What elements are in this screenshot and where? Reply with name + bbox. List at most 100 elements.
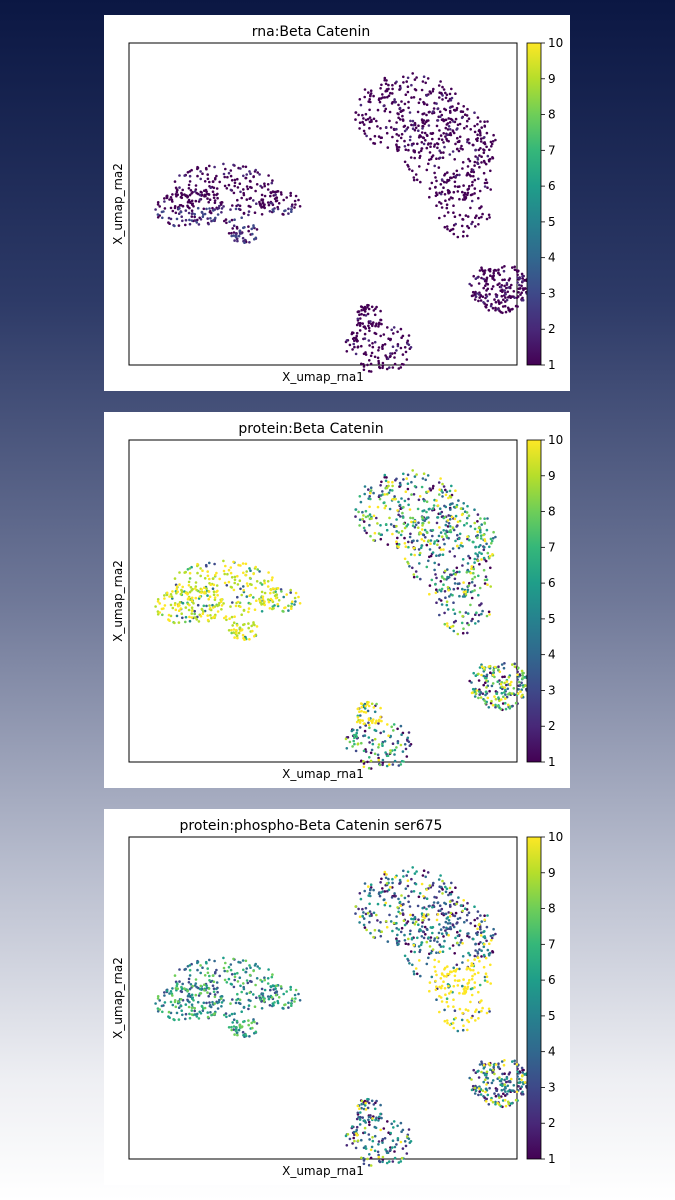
scatter-point [188, 964, 192, 967]
scatter-point [498, 670, 502, 674]
scatter-point [502, 666, 506, 670]
scatter-point [403, 139, 406, 143]
scatter-point [435, 102, 438, 105]
scatter-point [229, 208, 232, 211]
scatter-point [466, 140, 469, 144]
plot-area-frame [128, 836, 518, 1160]
scatter-point [477, 1093, 480, 1097]
scatter-point [275, 990, 278, 993]
scatter-point [402, 522, 406, 525]
scatter-point [393, 753, 396, 756]
scatter-point [351, 1125, 354, 1128]
scatter-point [458, 967, 461, 971]
scatter-point [422, 913, 426, 916]
scatter-point [476, 158, 480, 161]
scatter-point [378, 1115, 381, 1119]
scatter-point [393, 759, 397, 763]
scatter-point [363, 882, 367, 885]
scatter-point [236, 1033, 239, 1037]
scatter-point [266, 982, 270, 985]
scatter-point [473, 178, 477, 182]
scatter-point [184, 620, 187, 624]
scatter-point [407, 100, 410, 104]
scatter-point [504, 296, 507, 299]
scatter-point [248, 241, 251, 244]
scatter-point [289, 1002, 293, 1005]
scatter-point [371, 342, 374, 345]
scatter-point [209, 217, 212, 220]
scatter-point [479, 133, 482, 137]
scatter-point [448, 922, 452, 925]
scatter-point [205, 192, 209, 196]
scatter-point [402, 875, 405, 878]
scatter-point [367, 885, 370, 888]
colorbar-tick-label: 2 [548, 1116, 556, 1130]
scatter-point [261, 996, 264, 999]
scatter-point [403, 557, 407, 561]
scatter-point [177, 609, 181, 612]
scatter-point [223, 572, 226, 576]
scatter-point [447, 522, 451, 525]
scatter-point [216, 990, 219, 994]
scatter-point [430, 578, 434, 582]
scatter-point [379, 318, 382, 322]
scatter-point [188, 180, 192, 183]
scatter-point [275, 984, 278, 988]
scatter-point [500, 266, 504, 269]
scatter-point [408, 168, 411, 171]
scatter-point [352, 733, 356, 737]
scatter-point [411, 913, 415, 917]
scatter-point [193, 212, 196, 216]
scatter-point [362, 352, 366, 356]
scatter-point [384, 920, 388, 923]
scatter-point [404, 747, 408, 751]
scatter-point [458, 532, 462, 536]
scatter-point [361, 510, 364, 514]
scatter-point [454, 92, 457, 95]
scatter-point [484, 575, 488, 578]
scatter-point [378, 494, 381, 497]
scatter-point [358, 710, 361, 713]
scatter-point [263, 603, 266, 607]
scatter-point [240, 196, 243, 200]
scatter-point [228, 1014, 231, 1017]
scatter-point [411, 119, 415, 123]
scatter-point [511, 663, 514, 666]
scatter-point [190, 199, 194, 203]
scatter-point [227, 171, 231, 175]
scatter-point [448, 525, 452, 528]
scatter-point [180, 590, 184, 594]
scatter-point [174, 608, 178, 612]
scatter-point [452, 629, 456, 633]
scatter-point [455, 963, 459, 967]
scatter-point [447, 933, 450, 937]
scatter-point [216, 207, 219, 211]
scatter-point [450, 96, 454, 100]
scatter-point [403, 129, 407, 133]
scatter-point [425, 146, 429, 150]
scatter-point [279, 191, 283, 194]
scatter-point [451, 502, 454, 505]
scatter-point [484, 1087, 488, 1091]
scatter-point [376, 902, 380, 906]
scatter-point [490, 684, 494, 688]
scatter-point [263, 182, 266, 185]
scatter-point [476, 927, 479, 931]
scatter-point [190, 596, 194, 600]
scatter-point [443, 987, 447, 990]
scatter-point [386, 326, 389, 329]
scatter-point [521, 287, 525, 290]
scatter-point [451, 923, 455, 926]
scatter-point [476, 559, 480, 562]
scatter-point [375, 1116, 378, 1119]
scatter-point [466, 1018, 469, 1022]
scatter-point [358, 721, 362, 724]
scatter-point [266, 580, 270, 583]
scatter-point [471, 687, 475, 691]
scatter-point [389, 885, 392, 889]
scatter-point [400, 529, 404, 533]
scatter-point [467, 623, 471, 627]
scatter-point [271, 208, 275, 211]
scatter-point [206, 177, 210, 181]
scatter-point [456, 533, 459, 537]
